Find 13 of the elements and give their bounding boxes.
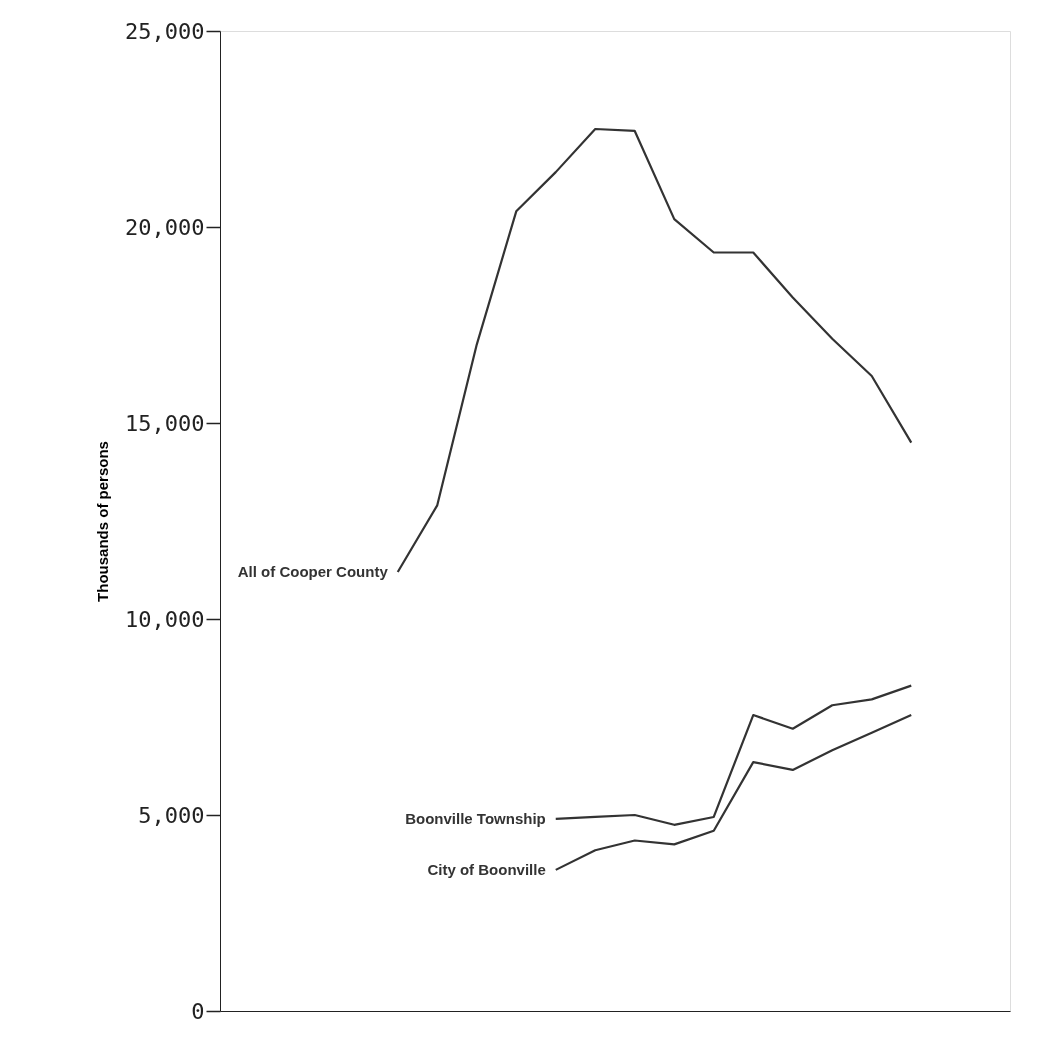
y-tick-label: 15,000 — [125, 410, 205, 436]
y-tick-label: 5,000 — [138, 802, 205, 828]
series-label: Boonville Township — [405, 809, 546, 827]
line-series — [396, 127, 913, 574]
y-axis-title: Thousands of persons — [94, 441, 112, 602]
series-label: All of Cooper County — [237, 562, 389, 580]
y-tick-label: 25,000 — [125, 18, 205, 44]
y-tick-label: 20,000 — [125, 214, 205, 240]
series-label: City of Boonville — [427, 860, 546, 878]
line-series — [554, 713, 913, 871]
y-tick-label: 10,000 — [125, 606, 205, 632]
line-series — [554, 684, 913, 826]
y-tick-label: 0 — [191, 998, 205, 1024]
